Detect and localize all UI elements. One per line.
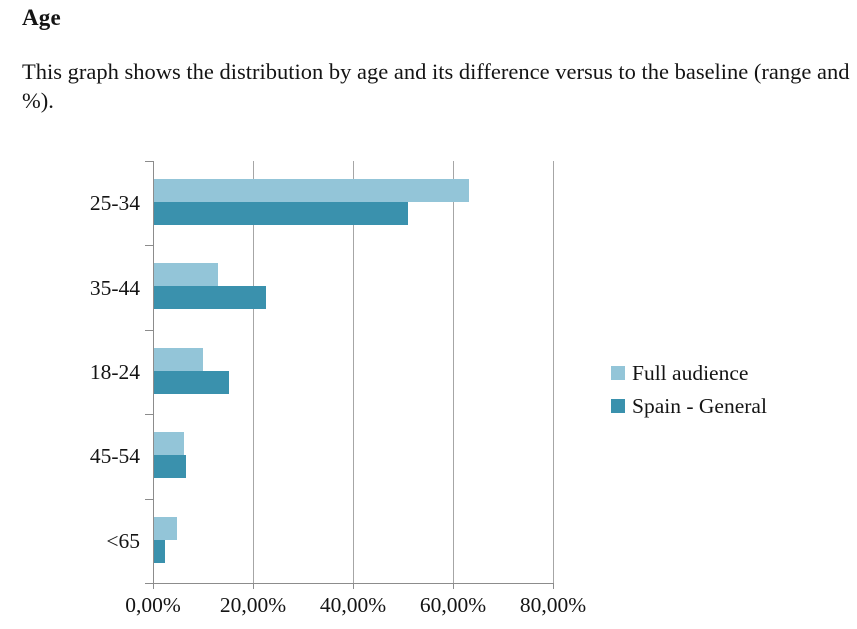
chart-description: This graph shows the distribution by age… [22, 59, 850, 113]
y-axis-tick [145, 330, 153, 331]
bar-full-audience [154, 348, 203, 371]
legend-item: Full audience [611, 360, 749, 385]
y-axis-tick [145, 414, 153, 415]
x-axis-tick [453, 583, 454, 589]
bar-full-audience [154, 517, 177, 540]
gridline [353, 161, 354, 583]
legend-swatch-icon [611, 366, 625, 380]
bar-spain-general [154, 371, 229, 394]
category-label: <65 [106, 529, 140, 553]
x-axis-tick-label: 80,00% [519, 593, 587, 617]
x-axis-tick-label: 40,00% [319, 593, 387, 617]
x-axis-tick [153, 583, 154, 589]
y-axis-tick [145, 499, 153, 500]
bar-full-audience [154, 263, 218, 286]
category-label: 25-34 [89, 191, 140, 215]
x-axis-line [145, 583, 554, 584]
y-axis-tick [145, 161, 153, 162]
x-axis-tick [353, 583, 354, 589]
bar-spain-general [154, 455, 186, 478]
page-title: Age [22, 5, 61, 30]
x-axis-tick-label: 20,00% [219, 593, 287, 617]
x-axis-tick [553, 583, 554, 589]
bar-spain-general [154, 202, 408, 225]
bar-full-audience [154, 179, 469, 202]
category-label: 45-54 [89, 444, 140, 468]
category-label: 18-24 [89, 360, 140, 384]
x-axis-tick [253, 583, 254, 589]
bar-full-audience [154, 432, 184, 455]
category-label: 35-44 [89, 276, 140, 300]
gridline [553, 161, 554, 583]
legend-label: Full audience [632, 360, 749, 385]
y-axis-line [153, 161, 154, 583]
legend-swatch-icon [611, 399, 625, 413]
x-axis-tick-label: 0,00% [125, 593, 181, 617]
gridline [453, 161, 454, 583]
y-axis-tick [145, 245, 153, 246]
gridline [253, 161, 254, 583]
bar-spain-general [154, 286, 266, 309]
bar-spain-general [154, 540, 165, 563]
legend-item: Spain - General [611, 393, 767, 418]
x-axis-tick-label: 60,00% [419, 593, 487, 617]
legend-label: Spain - General [632, 393, 767, 418]
